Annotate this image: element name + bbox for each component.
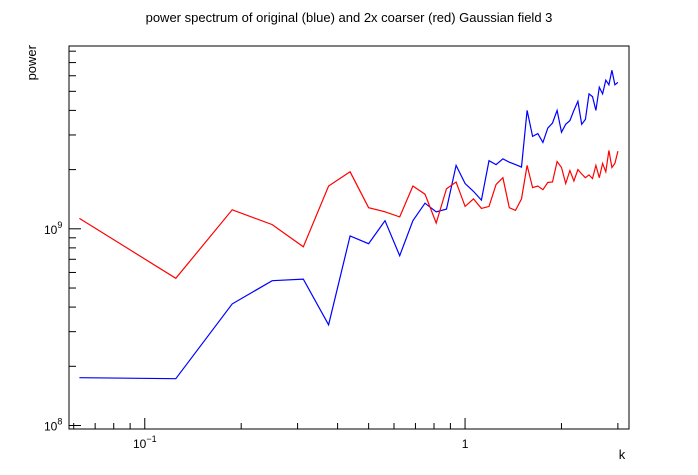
y-tick-label: 109: [44, 220, 62, 237]
x-tick-label: 1: [462, 437, 469, 451]
x-tick-label: 10−1: [133, 434, 157, 451]
data-series: [79, 70, 619, 380]
plot-frame: [68, 45, 630, 430]
x-axis-label: k: [619, 447, 626, 462]
y-tick-base: 10: [44, 223, 58, 237]
x-tick-base: 10: [133, 437, 147, 451]
y-tick-exponent: 9: [57, 220, 62, 230]
x-tick-exponent: −1: [146, 434, 156, 444]
y-tick-base: 10: [44, 420, 58, 434]
series-line-blue: [79, 70, 619, 380]
series-line-red: [79, 150, 619, 280]
y-tick-exponent: 8: [57, 417, 62, 427]
y-tick-label: 108: [44, 417, 62, 434]
chart-title: power spectrum of original (blue) and 2x…: [146, 10, 553, 25]
y-axis-label: power: [24, 44, 39, 80]
x-tick-base: 1: [462, 437, 469, 451]
